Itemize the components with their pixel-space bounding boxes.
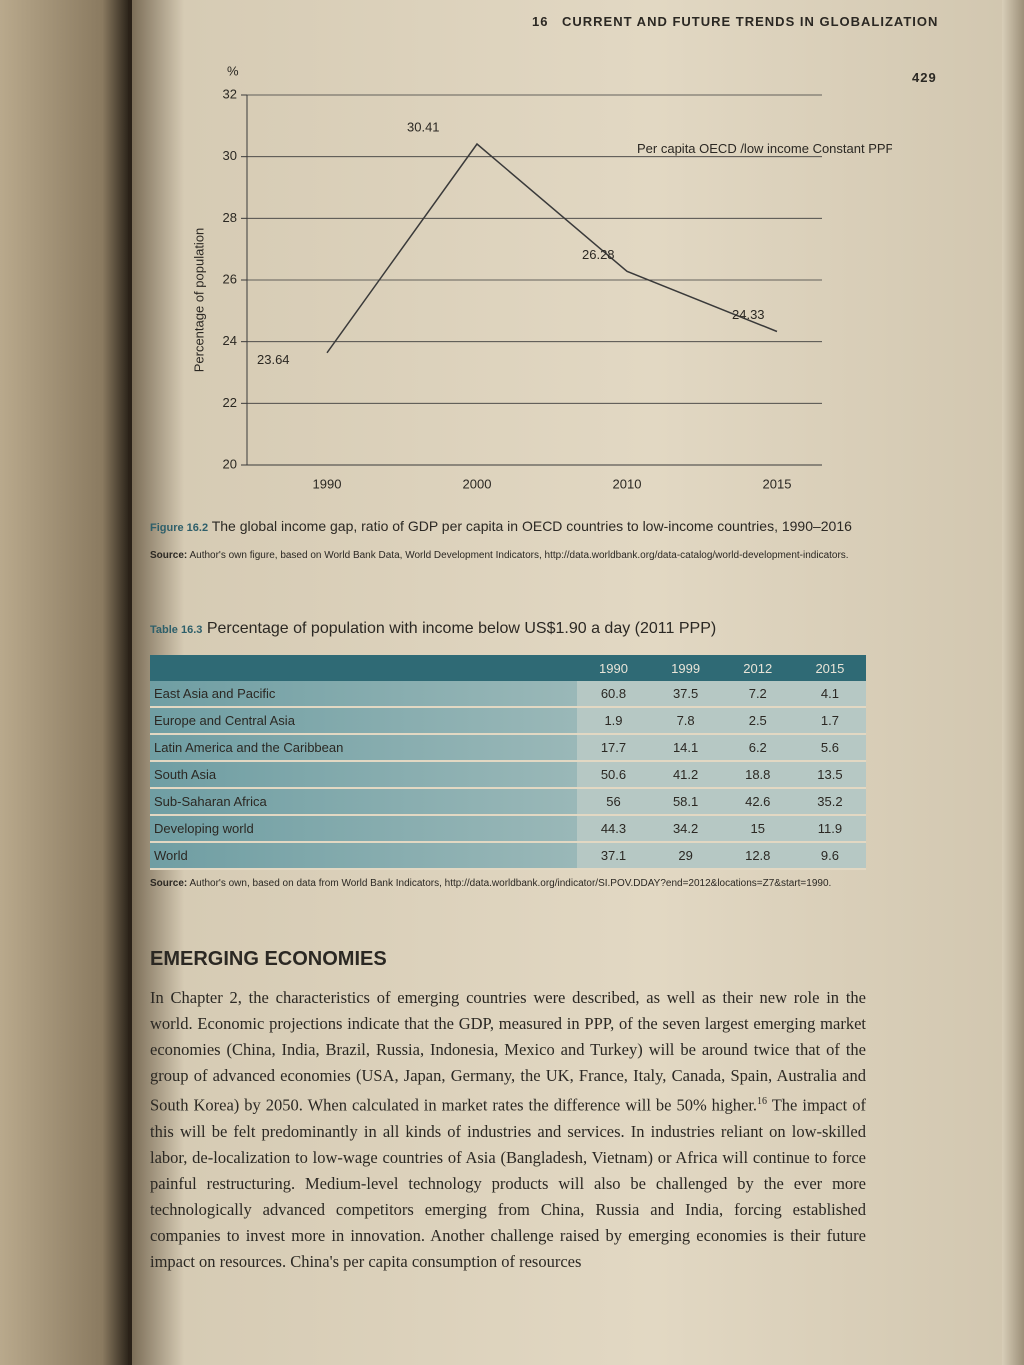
cell-value: 41.2	[649, 761, 722, 789]
cell-value: 9.6	[793, 842, 866, 870]
cell-value: 35.2	[793, 788, 866, 816]
data-label: 26.28	[582, 247, 615, 262]
figure-caption: Figure 16.2 The global income gap, ratio…	[150, 518, 870, 534]
cell-value: 58.1	[649, 788, 722, 816]
column-header: 2012	[721, 655, 794, 681]
text: In Chapter 2, the characteristics of eme…	[150, 988, 866, 1115]
text: The impact of this will be felt predomin…	[150, 1095, 866, 1271]
legend-entry: Per capita OECD /low income Constant PPP…	[637, 141, 892, 156]
y-tick-label: 24	[223, 333, 237, 348]
table-row: Latin America and the Caribbean 17.7 14.1 6…	[150, 734, 866, 762]
y-tick-label: 26	[223, 271, 237, 286]
table-row: Sub-Saharan Africa 56 58.1 42.6 35.2	[150, 788, 866, 816]
footnote-ref: 16	[757, 1096, 768, 1107]
table-caption: Table 16.3 Percentage of population with…	[150, 620, 870, 638]
cell-value: 12.8	[721, 842, 794, 870]
data-line	[326, 142, 778, 354]
row-header: Sub-Saharan Africa	[150, 788, 578, 816]
data-table: 1990 1999 2012 2015 East Asia and Pacific 60.…	[150, 655, 866, 870]
cell-value: 17.7	[577, 734, 650, 762]
table-row: South Asia 50.6 41.2 18.8 13.5	[150, 761, 866, 789]
y-tick-label: 22	[223, 395, 237, 410]
data-label: 30.41	[407, 119, 440, 134]
source-label: Source:	[150, 878, 188, 889]
x-tick-label: 2010	[613, 476, 642, 491]
body-text: In Chapter 2, the characteristics of eme…	[150, 985, 866, 1275]
cell-value: 1.9	[577, 707, 650, 735]
cell-value: 11.9	[793, 815, 866, 843]
page-edge	[1002, 0, 1024, 1365]
cell-value: 14.1	[649, 734, 722, 762]
row-header: South Asia	[150, 761, 578, 789]
page-number: 429	[912, 70, 937, 85]
cell-value: 44.3	[577, 815, 650, 843]
figure-title: The global income gap, ratio of GDP per …	[211, 518, 852, 534]
row-header: Europe and Central Asia	[150, 707, 578, 735]
table-row: East Asia and Pacific 60.8 37.5 7.2 4.1	[150, 681, 866, 708]
table-label: Table 16.3	[150, 624, 203, 636]
cell-value: 13.5	[793, 761, 866, 789]
table-row: World 37.1 29 12.8 9.6	[150, 842, 866, 870]
chapter-number: 16	[532, 14, 549, 29]
y-tick-label: 30	[223, 148, 237, 163]
legend-text: Per capita OECD /low income Constant PPP…	[637, 141, 892, 156]
cell-value: 60.8	[577, 681, 650, 708]
row-header: Developing world	[150, 815, 578, 843]
row-header: Latin America and the Caribbean	[150, 734, 578, 762]
cell-value: 29	[649, 842, 722, 870]
cell-value: 56	[577, 788, 650, 816]
y-tick-label: 20	[223, 456, 237, 471]
left-page	[0, 0, 128, 1365]
figure-label: Figure 16.2	[150, 522, 209, 534]
chart: % Percentage of population 20 22 24 26 28 30 3…	[191, 63, 892, 491]
figure-source: Source: Author's own figure, based on Wo…	[150, 550, 870, 561]
cell-value: 42.6	[721, 788, 794, 816]
column-header: 1999	[649, 655, 722, 681]
table-title: Percentage of population with income bel…	[206, 620, 717, 637]
cell-value: 15	[721, 815, 794, 843]
table-row: Developing world 44.3 34.2 15 11.9	[150, 815, 866, 843]
data-label: 23.64	[257, 352, 290, 367]
running-title: CURRENT AND FUTURE TRENDS IN GLOBALIZATI…	[562, 14, 939, 29]
header-row: 1990 1999 2012 2015	[150, 655, 866, 681]
cell-value: 6.2	[721, 734, 794, 762]
y-axis-label: Percentage of population	[191, 228, 206, 373]
cell-value: 37.5	[649, 681, 722, 708]
row-header: East Asia and Pacific	[150, 681, 578, 708]
section-heading: EMERGING ECONOMIES	[150, 948, 387, 970]
cell-value: 1.7	[793, 707, 866, 735]
cell-value: 7.8	[649, 707, 722, 735]
table-row: Europe and Central Asia 1.9 7.8 2.5 1.7	[150, 707, 866, 735]
cell-value: 4.1	[793, 681, 866, 708]
cell-value: 18.8	[721, 761, 794, 789]
cell-value: 37.1	[577, 842, 650, 870]
y-tick-label: 28	[223, 210, 237, 225]
x-tick-label: 2015	[763, 476, 792, 491]
source-label: Source:	[150, 550, 188, 561]
source-text: Author's own, based on data from World B…	[189, 878, 832, 889]
x-tick-label: 2000	[463, 476, 492, 491]
column-header: 1990	[577, 655, 650, 681]
cell-value: 50.6	[577, 761, 650, 789]
data-label: 24.33	[732, 307, 765, 322]
column-header: 2015	[793, 655, 866, 681]
cell-value: 34.2	[649, 815, 722, 843]
source-text: Author's own figure, based on World Bank…	[189, 550, 849, 561]
cell-value: 5.6	[793, 734, 866, 762]
cell-value: 2.5	[721, 707, 794, 735]
cell-value: 7.2	[721, 681, 794, 708]
y-tick-label: 32	[223, 86, 237, 101]
book-page: 16 CURRENT AND FUTURE TRENDS IN GLOBALIZ…	[132, 0, 1002, 1365]
y-unit: %	[227, 63, 239, 78]
table-source: Source: Author's own, based on data from…	[150, 878, 870, 889]
x-tick-label: 1990	[313, 476, 342, 491]
row-header: World	[150, 842, 578, 870]
corner	[150, 655, 578, 681]
